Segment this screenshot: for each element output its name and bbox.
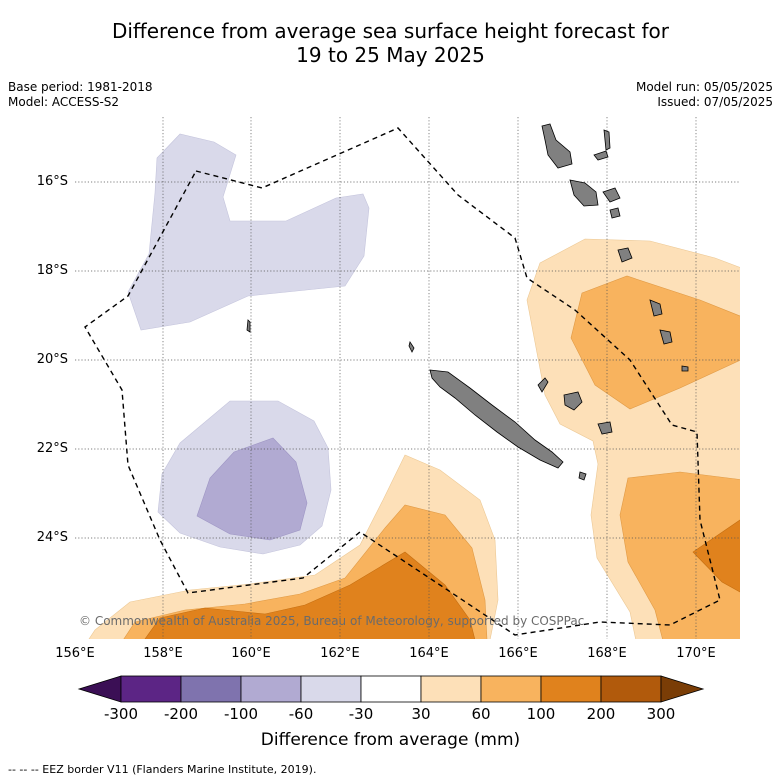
model-run-text: Model run: 05/05/2025 bbox=[635, 80, 773, 94]
vanuatu-epi-island bbox=[609, 207, 621, 219]
contour-neg-30-north bbox=[127, 133, 370, 331]
issued-text: Issued: 07/05/2025 bbox=[657, 95, 773, 109]
lat-label-22s: 22°S bbox=[36, 441, 68, 456]
colorbar-tick-60: 60 bbox=[471, 705, 491, 723]
meta-right: Model run: 05/05/2025 Issued: 07/05/2025 bbox=[636, 80, 773, 110]
belep-island bbox=[408, 341, 415, 353]
base-period-text: Base period: 1981-2018 bbox=[8, 80, 153, 94]
model-text: Model: ACCESS-S2 bbox=[8, 95, 120, 109]
small-reef-island bbox=[246, 319, 251, 333]
eez-border bbox=[84, 127, 721, 636]
meta-left: Base period: 1981-2018 Model: ACCESS-S2 bbox=[8, 80, 153, 110]
lat-label-18s: 18°S bbox=[36, 263, 68, 278]
isle-of-pines-island bbox=[578, 471, 587, 481]
colorbar-label: Difference from average (mm) bbox=[260, 730, 521, 750]
vanuatu-pentecost-island bbox=[603, 129, 611, 151]
lon-label-170e: 170°E bbox=[676, 646, 716, 661]
colorbar-tick-m100: -100 bbox=[223, 705, 259, 723]
vanuatu-efate-island bbox=[617, 247, 633, 263]
lat-label-16s: 16°S bbox=[36, 174, 68, 189]
eez-legend-footer: -- -- -- EEZ border V11 (Flanders Marine… bbox=[8, 763, 317, 776]
colorbar-tick-200: 200 bbox=[586, 705, 616, 723]
contour-pos-60-east-south bbox=[619, 471, 740, 639]
ouvea-island bbox=[537, 377, 549, 393]
lon-label-166e: 166°E bbox=[498, 646, 538, 661]
mare-island bbox=[597, 421, 613, 435]
lon-label-158e: 158°E bbox=[143, 646, 183, 661]
colorbar-tick-30: 30 bbox=[411, 705, 431, 723]
vanuatu-tanna-island bbox=[659, 329, 673, 345]
new-caledonia-island bbox=[429, 369, 564, 469]
chart-title: Difference from average sea surface heig… bbox=[0, 19, 781, 67]
vanuatu-ambrym-island bbox=[602, 187, 621, 203]
lon-label-162e: 162°E bbox=[320, 646, 360, 661]
vanuatu-aneityum-island bbox=[681, 365, 689, 372]
colorbar-tick-100: 100 bbox=[526, 705, 556, 723]
colorbar-tick-m300: -300 bbox=[103, 705, 139, 723]
vanuatu-erromango-island bbox=[649, 299, 663, 317]
copyright-text: © Commonwealth of Australia 2025, Bureau… bbox=[79, 614, 585, 628]
colorbar-tick-m60: -60 bbox=[288, 705, 314, 723]
lon-label-160e: 160°E bbox=[231, 646, 271, 661]
lifou-island bbox=[563, 391, 583, 411]
land-masses bbox=[246, 123, 689, 481]
vanuatu-ambae-island bbox=[593, 150, 609, 161]
vanuatu-malekula-island bbox=[569, 179, 599, 207]
lon-label-156e: 156°E bbox=[55, 646, 95, 661]
colorbar-tick-m200: -200 bbox=[163, 705, 199, 723]
lon-label-164e: 164°E bbox=[409, 646, 449, 661]
lat-label-20s: 20°S bbox=[36, 352, 68, 367]
contour-pos-60-east-north bbox=[570, 275, 740, 410]
lon-label-168e: 168°E bbox=[587, 646, 627, 661]
colorbar-tick-m30: -30 bbox=[348, 705, 374, 723]
colorbar-tick-300: 300 bbox=[646, 705, 676, 723]
contour-neg-60 bbox=[196, 437, 308, 541]
vanuatu-santo-island bbox=[541, 123, 573, 169]
contour-pos-100-south bbox=[144, 551, 476, 639]
title-line-2: 19 to 25 May 2025 bbox=[296, 43, 485, 67]
lat-label-24s: 24°S bbox=[36, 530, 68, 545]
title-line-1: Difference from average sea surface heig… bbox=[111, 19, 670, 43]
